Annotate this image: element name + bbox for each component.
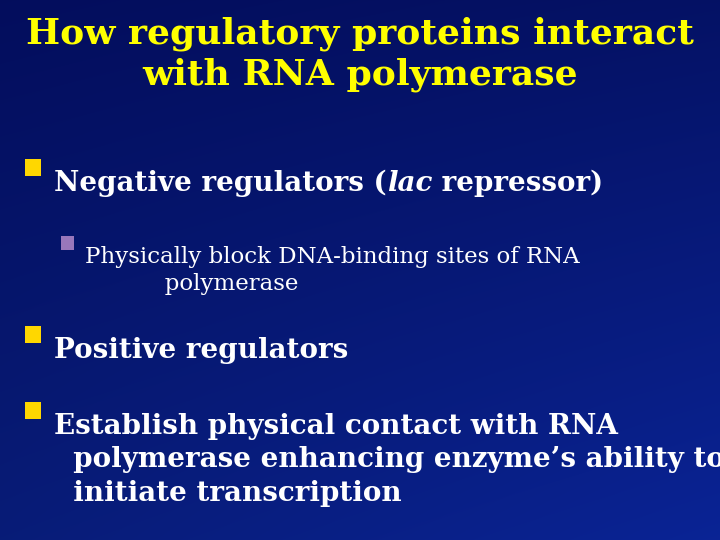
Text: How regulatory proteins interact
with RNA polymerase: How regulatory proteins interact with RN… — [26, 16, 694, 92]
Text: Establish physical contact with RNA
  polymerase enhancing enzyme’s ability to
 : Establish physical contact with RNA poly… — [54, 413, 720, 507]
Text: Positive regulators: Positive regulators — [54, 338, 348, 364]
Text: lac: lac — [387, 170, 432, 197]
Text: Negative regulators (: Negative regulators ( — [54, 170, 387, 198]
FancyBboxPatch shape — [25, 326, 41, 343]
FancyBboxPatch shape — [25, 402, 41, 419]
FancyBboxPatch shape — [25, 159, 41, 176]
Text: repressor): repressor) — [432, 170, 603, 198]
Text: Physically block DNA-binding sites of RNA
           polymerase: Physically block DNA-binding sites of RN… — [85, 246, 580, 295]
FancyBboxPatch shape — [61, 236, 74, 250]
